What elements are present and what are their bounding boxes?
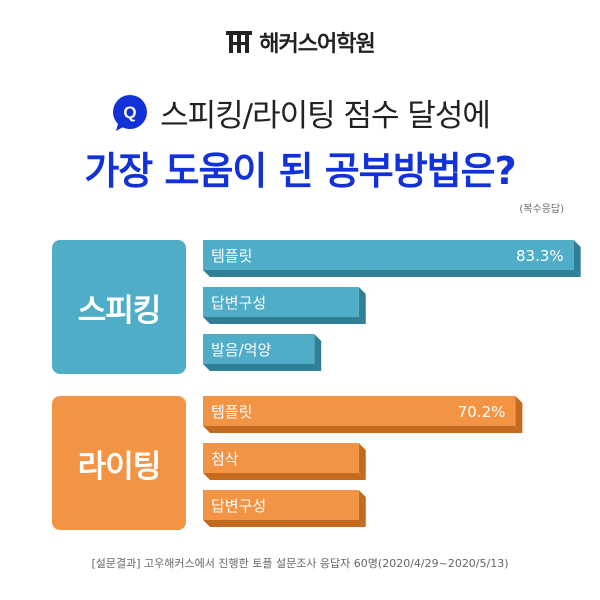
logo: 해커스어학원 [0,26,600,58]
bar-bottom [203,426,523,433]
bar-label: 템플릿 [211,403,252,421]
bar-bottom [203,317,366,324]
question-text: 스피킹/라이팅 점수 달성에 [160,98,491,134]
group-label-writing: 라이팅 [52,396,186,530]
question-row: Q 스피킹/라이팅 점수 달성에 [0,90,600,135]
bar-bottom [203,473,366,480]
bar-bottom [203,520,366,527]
bar-value-label: 83.3% [516,247,564,265]
bar-label: 발음/억양 [211,341,271,359]
bar [203,287,359,317]
footer-source: [설문결과] 고우해커스에서 진행한 토플 설문조사 응답자 60명(2020/… [91,557,509,570]
bar-side [358,287,366,324]
bar-bottom [203,270,581,277]
bar-side [515,396,523,433]
headline: 가장 도움이 된 공부방법은? [84,149,516,193]
bar-side [314,334,322,371]
bar-label: 템플릿 [211,247,252,265]
q-badge-icon: Q [113,94,148,131]
bar-label: 답변구성 [211,294,266,312]
group-label-speaking: 스피킹 [52,240,186,374]
bar [203,443,359,473]
bar-value-label: 70.2% [458,403,506,421]
logo-text: 해커스어학원 [259,32,375,57]
bar [203,240,574,270]
q-badge: Q [110,93,150,133]
bar-bottom [203,364,322,371]
bar-label: 답변구성 [211,497,266,515]
bar-label: 첨삭 [211,450,239,468]
bar [203,334,315,364]
bar-side [573,240,581,277]
q-letter: Q [123,103,136,122]
note: (복수응답) [519,204,564,215]
hackers-logo-icon [226,31,253,53]
bar-side [358,443,366,480]
bar [203,396,516,426]
bar-side [358,490,366,527]
bar [203,490,359,520]
